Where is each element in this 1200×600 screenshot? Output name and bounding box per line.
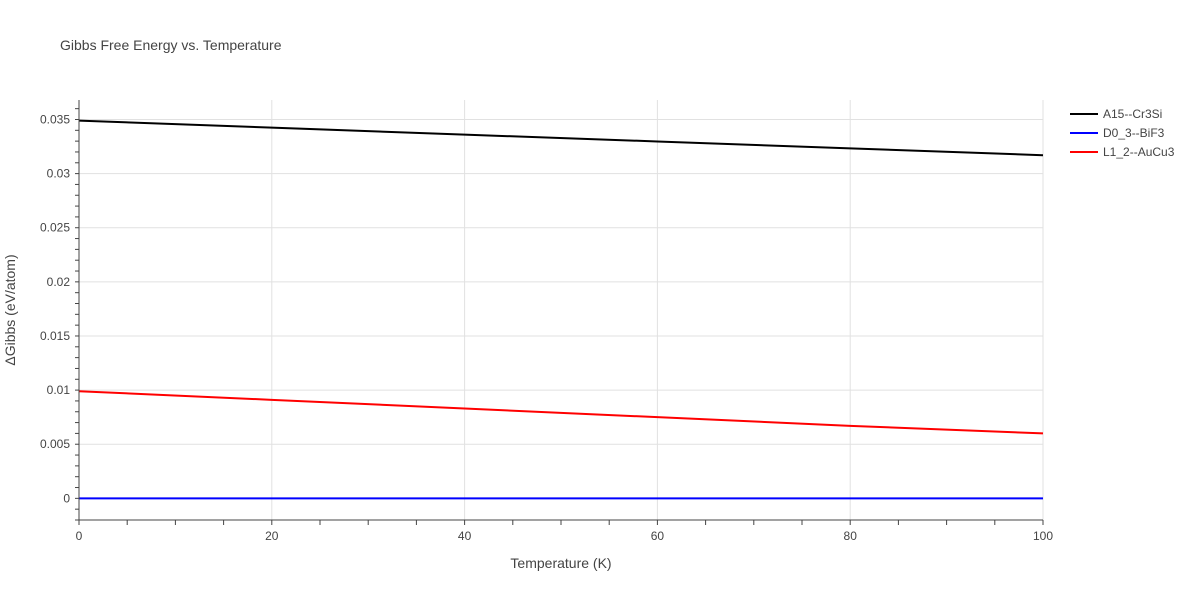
x-tick-label: 80 bbox=[844, 529, 858, 543]
y-tick-label: 0.02 bbox=[47, 275, 71, 289]
x-tick-label: 20 bbox=[265, 529, 279, 543]
y-axis-title: ΔGibbs (eV/atom) bbox=[2, 254, 18, 365]
x-tick-label: 100 bbox=[1033, 529, 1053, 543]
x-tick-label: 60 bbox=[651, 529, 665, 543]
y-tick-label: 0.01 bbox=[47, 383, 71, 397]
y-tick-label: 0 bbox=[63, 491, 70, 505]
series-line-L1_2--AuCu3 bbox=[78, 390, 1044, 435]
y-tick-label: 0.005 bbox=[40, 437, 70, 451]
y-tick-label: 0.025 bbox=[40, 221, 70, 235]
legend-label: L1_2--AuCu3 bbox=[1103, 145, 1175, 159]
y-tick-label: 0.03 bbox=[47, 167, 71, 181]
y-tick-label: 0.015 bbox=[40, 329, 70, 343]
x-tick-label: 40 bbox=[458, 529, 472, 543]
legend: A15--Cr3Si D0_3--BiF3 L1_2--AuCu3 bbox=[1070, 107, 1175, 159]
chart-title: Gibbs Free Energy vs. Temperature bbox=[60, 37, 282, 53]
legend-label: D0_3--BiF3 bbox=[1103, 126, 1165, 140]
series-line-A15--Cr3Si bbox=[78, 119, 1044, 157]
plot-area bbox=[78, 119, 1044, 500]
y-tick-label: 0.035 bbox=[40, 112, 70, 126]
x-tick-label: 0 bbox=[76, 529, 83, 543]
axes: 0 20 40 60 80 100 0 0.005 0.01 0.015 0.02 0.025 0.03… bbox=[40, 100, 1053, 543]
x-axis-title: Temperature (K) bbox=[510, 555, 611, 571]
legend-label: A15--Cr3Si bbox=[1103, 107, 1162, 121]
grid bbox=[79, 100, 1044, 520]
